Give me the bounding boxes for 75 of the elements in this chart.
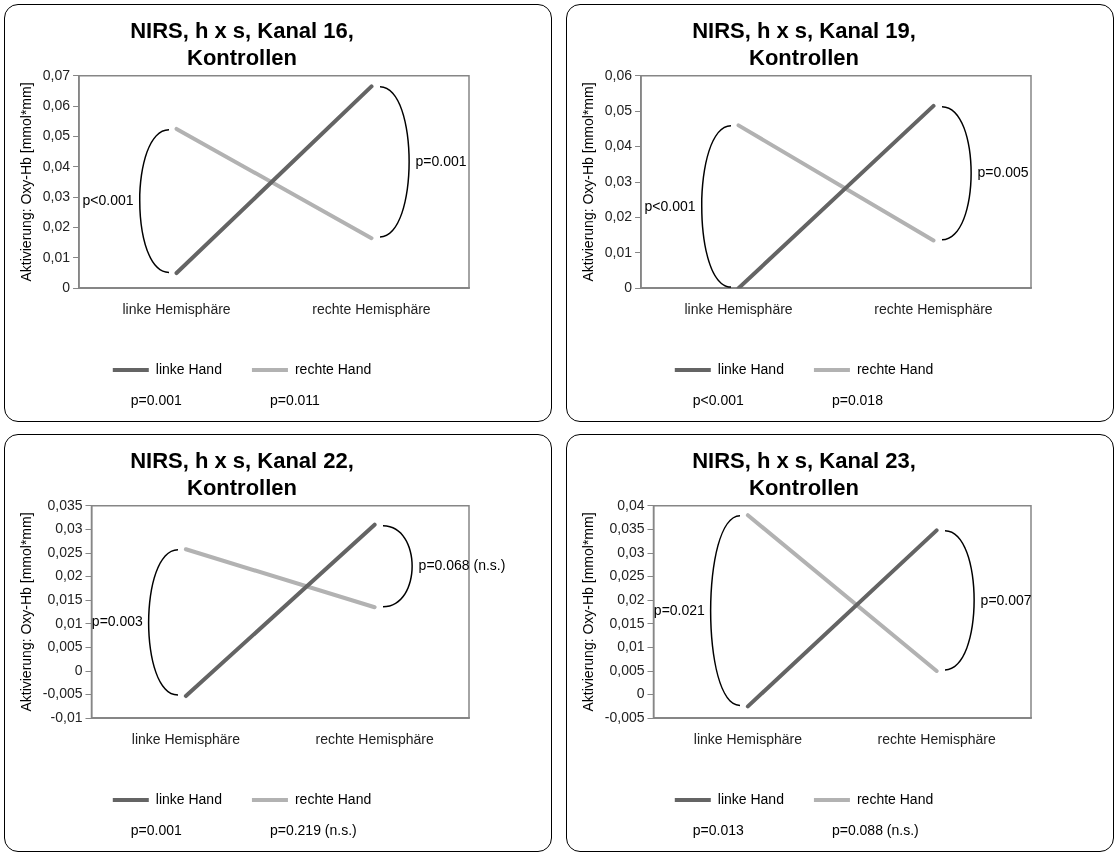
legend-label: linke Hand <box>717 360 784 377</box>
y-axis-title: Aktivierung: Oxy-Hb [mmol*mm] <box>18 512 35 712</box>
y-tick-label: 0,01 <box>55 614 83 631</box>
y-tick-label: 0,02 <box>42 218 71 235</box>
y-tick-label: 0,03 <box>617 543 645 560</box>
text: p=0.013 <box>692 821 744 838</box>
y-tick-label: 0,04 <box>42 157 71 174</box>
y-tick-label: 0,04 <box>617 496 645 513</box>
annotation: p=0.021 <box>653 601 706 618</box>
y-tick-label: 0,02 <box>604 208 633 225</box>
annotation: p<0.001 <box>644 197 696 214</box>
y-tick-label: 0,01 <box>617 638 645 655</box>
text: p=0.011 <box>269 391 321 408</box>
annotation: p=0.005 <box>977 164 1029 181</box>
annotation: p=0.001 <box>415 153 467 170</box>
y-tick-label: 0 <box>624 279 633 296</box>
legend-label: rechte Hand <box>294 790 372 807</box>
y-tick-label: 0,05 <box>604 102 633 119</box>
legend-label: rechte Hand <box>294 360 372 377</box>
legend-label: linke Hand <box>155 360 222 377</box>
chart-title: NIRS, h x s, Kanal 23, Kontrollen <box>692 448 916 500</box>
x-tick-label: rechte Hemisphäre <box>312 301 431 318</box>
x-tick-label: linke Hemisphäre <box>684 301 793 318</box>
legend-label: rechte Hand <box>856 790 934 807</box>
annotation: p=0.003 <box>91 613 144 630</box>
y-tick-label: 0,015 <box>609 614 645 631</box>
chart-title: NIRS, h x s, Kanal 19, Kontrollen <box>692 18 916 70</box>
y-tick-label: 0,02 <box>617 591 645 608</box>
x-tick-label: rechte Hemisphäre <box>877 731 996 748</box>
x-tick-label: linke Hemisphäre <box>122 301 231 318</box>
x-tick-label: rechte Hemisphäre <box>874 301 993 318</box>
text: p=0.018 <box>831 391 884 408</box>
y-tick-label: 0,07 <box>42 66 71 83</box>
text: p=0.219 (n.s.) <box>269 821 357 838</box>
y-tick-label: 0,015 <box>47 591 83 608</box>
legend-label: linke Hand <box>717 790 784 807</box>
x-tick-label: linke Hemisphäre <box>693 731 803 748</box>
y-tick-label: 0,05 <box>42 127 71 144</box>
x-tick-label: rechte Hemisphäre <box>315 731 434 748</box>
y-tick-label: 0,03 <box>604 172 633 189</box>
y-tick-label: -0,005 <box>604 709 645 726</box>
annotation: p=0.007 <box>980 591 1032 608</box>
y-axis-title: Aktivierung: Oxy-Hb [mmol*mm] <box>580 512 597 712</box>
y-tick-label: 0,03 <box>42 188 71 205</box>
y-tick-label: 0,005 <box>47 638 83 655</box>
y-tick-label: -0,005 <box>42 685 83 702</box>
text: p<0.001 <box>692 391 744 408</box>
text: p=0.001 <box>130 821 182 838</box>
x-tick-label: linke Hemisphäre <box>131 731 241 748</box>
y-axis-title: Aktivierung: Oxy-Hb [mmol*mm] <box>18 82 35 282</box>
y-tick-label: 0,02 <box>55 567 83 584</box>
y-tick-label: 0 <box>74 661 83 678</box>
annotation: p=0.068 (n.s.) <box>418 556 506 573</box>
chart-title: NIRS, h x s, Kanal 22, Kontrollen <box>130 448 354 500</box>
y-tick-label: 0 <box>62 279 71 296</box>
y-tick-label: 0,035 <box>47 496 83 513</box>
y-tick-label: 0,04 <box>604 137 633 154</box>
y-tick-label: 0,06 <box>42 97 71 113</box>
y-tick-label: 0,025 <box>609 567 645 584</box>
y-tick-label: 0,01 <box>604 243 633 260</box>
y-tick-label: 0,035 <box>609 520 645 537</box>
text: p=0.001 <box>130 391 182 408</box>
y-tick-label: 0 <box>636 685 645 702</box>
annotation: p<0.001 <box>82 191 134 208</box>
text: p=0.088 (n.s.) <box>831 821 919 838</box>
legend-label: rechte Hand <box>856 360 934 377</box>
y-tick-label: 0,01 <box>42 248 71 265</box>
y-tick-label: 0,06 <box>604 66 633 83</box>
y-axis-title: Aktivierung: Oxy-Hb [mmol*mm] <box>580 82 597 282</box>
chart-title: NIRS, h x s, Kanal 16, Kontrollen <box>130 18 354 70</box>
y-tick-label: 0,03 <box>55 520 83 537</box>
y-tick-label: 0,005 <box>609 661 645 678</box>
y-tick-label: -0,01 <box>50 709 83 726</box>
y-tick-label: 0,025 <box>47 543 83 560</box>
legend-label: linke Hand <box>155 790 222 807</box>
